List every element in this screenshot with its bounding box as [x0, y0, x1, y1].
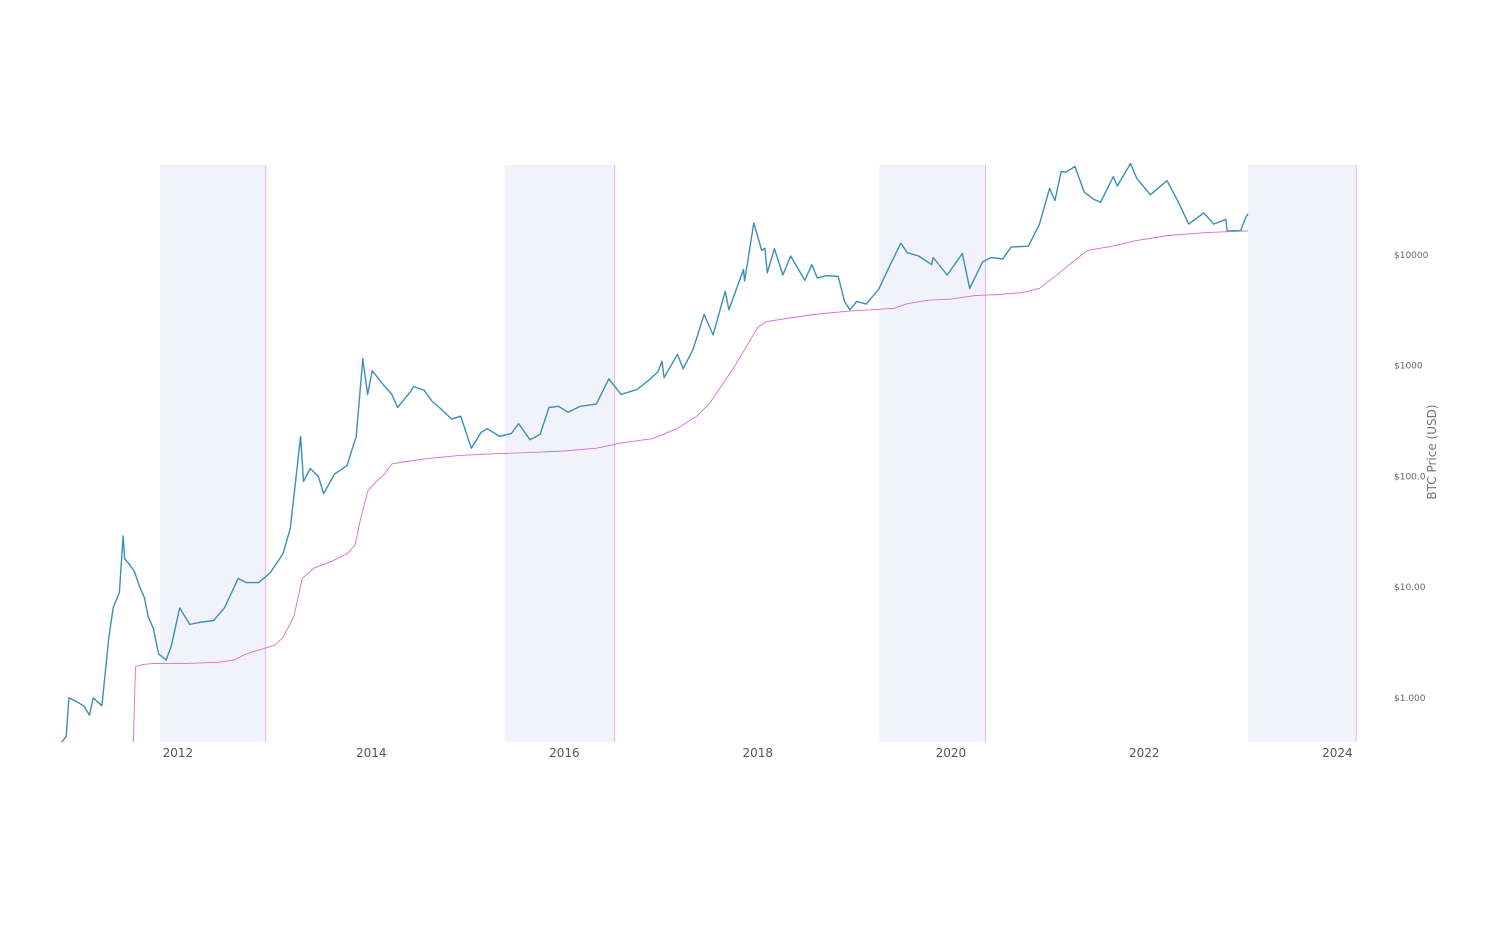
floor-line	[132, 230, 1249, 743]
shaded-band-4	[1248, 165, 1357, 742]
price-line	[61, 162, 1249, 743]
y-tick-label: $1000	[1394, 362, 1423, 372]
y-tick-label: $100.0	[1394, 472, 1426, 482]
x-tick-label: 2018	[743, 746, 774, 760]
y-axis-title: BTC Price (USD)	[1425, 404, 1439, 499]
x-tick-label: 2024	[1322, 746, 1353, 760]
x-tick-label: 2014	[356, 746, 387, 760]
shaded-band-2	[504, 165, 615, 742]
y-tick-label: $10.00	[1394, 583, 1426, 593]
x-axis: 2012 2014 2016 2018 2020 2022 2024	[163, 746, 1353, 760]
y-tick-label: $10000	[1394, 251, 1429, 261]
y-tick-label: $1.000	[1394, 694, 1426, 704]
x-tick-label: 2012	[163, 746, 194, 760]
x-tick-label: 2020	[936, 746, 967, 760]
shaded-bands	[159, 165, 1357, 742]
x-tick-label: 2022	[1129, 746, 1160, 760]
x-tick-label: 2016	[549, 746, 580, 760]
shaded-band-1	[159, 165, 266, 742]
shaded-band-3	[879, 165, 986, 742]
series-lines	[61, 162, 1249, 743]
y-axis: $1.000 $10.00 $100.0 $1000 $10000	[1394, 251, 1429, 704]
